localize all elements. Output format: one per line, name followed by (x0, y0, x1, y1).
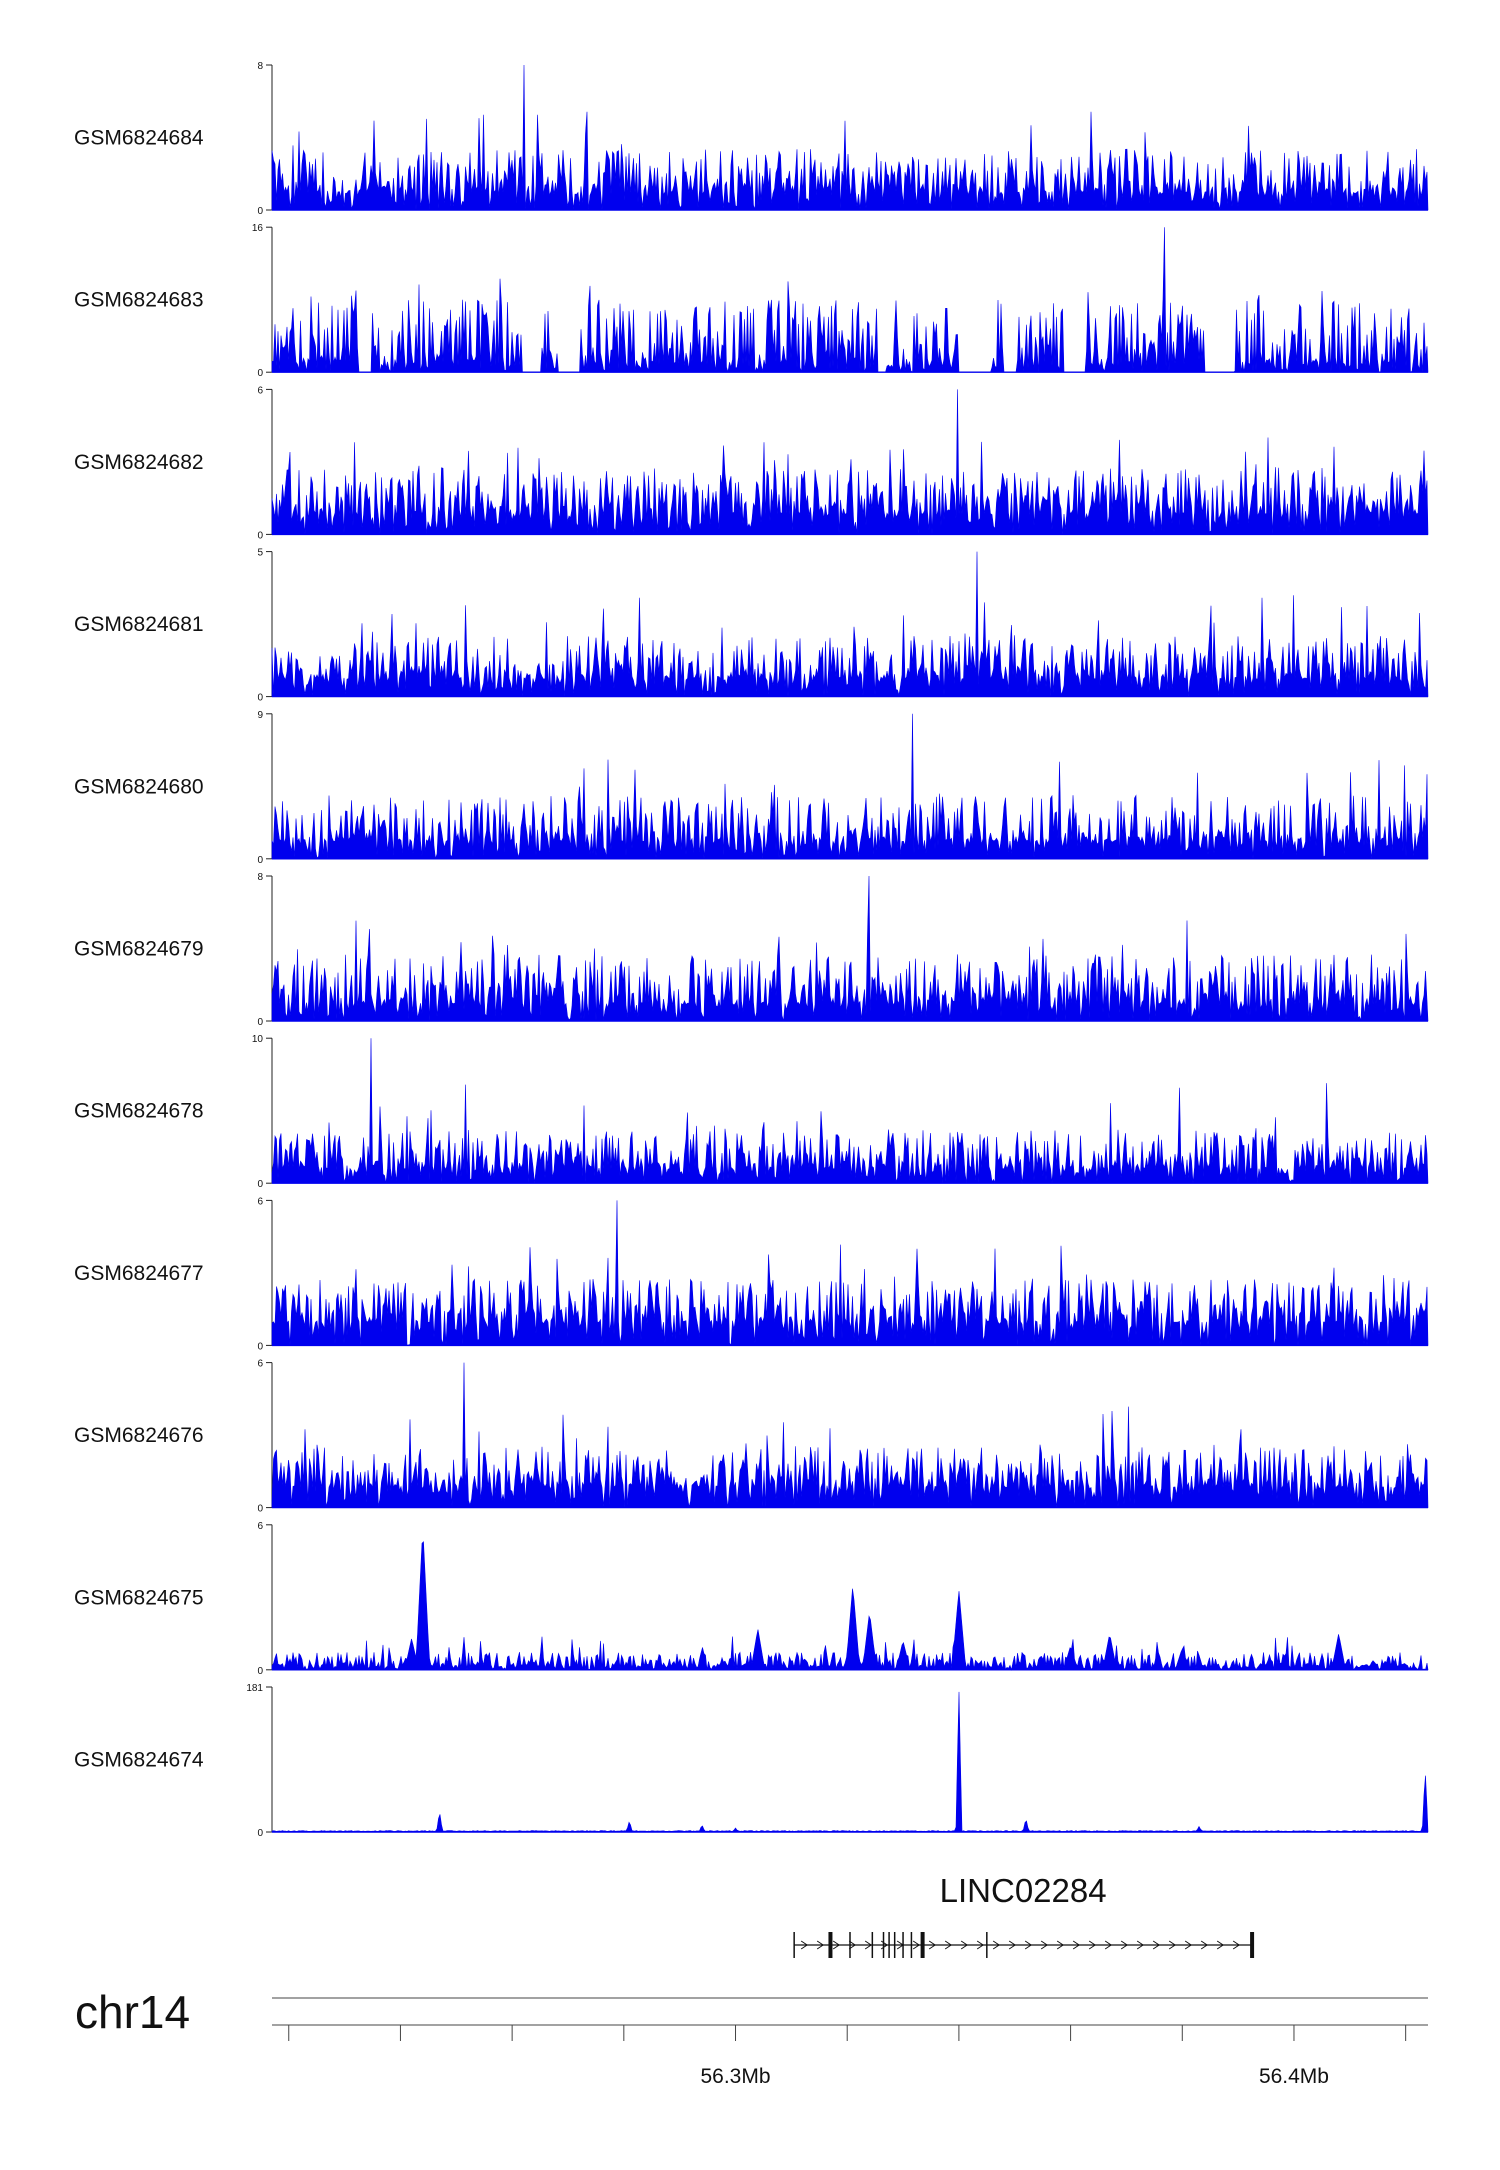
coverage-tracks: GSM682468480GSM6824683160GSM682468260GSM… (74, 61, 1429, 1839)
coverage-area-GSM6824679 (271, 875, 1429, 1022)
strand-arrow (1088, 1940, 1097, 1950)
track-GSM6824684: GSM6824684 8 0 (74, 61, 1429, 217)
track-GSM6824682: GSM6824682 6 0 (74, 385, 1429, 541)
track-GSM6824681: GSM6824681 5 0 (74, 548, 1429, 704)
track-label: GSM6824680 (74, 775, 204, 798)
axis-tick-label: 56.3Mb (700, 2065, 770, 2088)
coverage-area-GSM6824675 (271, 1541, 1429, 1671)
coverage-area-GSM6824676 (271, 1362, 1429, 1508)
y-tick-label-max: 9 (257, 710, 263, 721)
track-label: GSM6824675 (74, 1586, 204, 1609)
y-tick-label-max: 6 (257, 1196, 263, 1207)
strand-arrow (1008, 1940, 1017, 1950)
y-tick-label-max: 6 (257, 1359, 263, 1370)
y-tick-label-max: 181 (246, 1683, 263, 1694)
strand-arrow (1104, 1940, 1113, 1950)
strand-arrow (1120, 1940, 1129, 1950)
y-tick-label-min: 0 (257, 206, 263, 217)
y-tick-label-max: 8 (257, 61, 263, 72)
y-tick-label-min: 0 (257, 368, 263, 379)
strand-arrow (1056, 1940, 1065, 1950)
coverage-area-GSM6824678 (271, 1038, 1429, 1184)
strand-arrow (816, 1940, 825, 1950)
y-tick-label-max: 8 (257, 872, 263, 883)
coverage-area-GSM6824677 (271, 1200, 1429, 1347)
strand-arrow (992, 1940, 1001, 1950)
strand-arrow (976, 1940, 985, 1950)
track-GSM6824674: GSM6824674 181 0 (74, 1683, 1429, 1839)
track-label: GSM6824681 (74, 613, 204, 636)
strand-arrow (848, 1940, 857, 1950)
y-tick-label-min: 0 (257, 693, 263, 704)
strand-arrow (928, 1940, 937, 1950)
track-GSM6824679: GSM6824679 8 0 (74, 872, 1429, 1028)
gene-name-label: LINC02284 (940, 1872, 1107, 1909)
coverage-area-GSM6824674 (271, 1691, 1429, 1833)
y-tick-label-max: 16 (252, 223, 264, 234)
strand-arrow (944, 1940, 953, 1950)
y-tick-label-max: 6 (257, 1521, 263, 1532)
coverage-area-GSM6824680 (271, 713, 1429, 860)
axis-tick-label: 56.4Mb (1259, 2065, 1329, 2088)
strand-arrow (864, 1940, 873, 1950)
y-tick-label-min: 0 (257, 530, 263, 541)
strand-arrow (1024, 1940, 1033, 1950)
coverage-area-GSM6824683 (271, 227, 1429, 373)
track-label: GSM6824679 (74, 938, 204, 961)
strand-arrow (1136, 1940, 1145, 1950)
coverage-area-GSM6824681 (271, 551, 1429, 697)
genomic-axis: chr14 56.3Mb 56.4Mb (75, 1986, 1428, 2088)
strand-arrow (1216, 1940, 1225, 1950)
y-tick-label-min: 0 (257, 1179, 263, 1190)
chromosome-label: chr14 (75, 1986, 190, 2038)
strand-arrow (1184, 1940, 1193, 1950)
coverage-area-GSM6824684 (271, 64, 1429, 211)
y-tick-label-min: 0 (257, 1666, 263, 1677)
y-tick-label-max: 6 (257, 385, 263, 396)
track-GSM6824678: GSM6824678 10 0 (74, 1034, 1429, 1190)
coverage-area-GSM6824682 (271, 389, 1429, 535)
strand-arrow (1168, 1940, 1177, 1950)
y-tick-label-min: 0 (257, 1828, 263, 1839)
strand-arrow (1152, 1940, 1161, 1950)
track-GSM6824677: GSM6824677 6 0 (74, 1196, 1429, 1352)
y-tick-label-max: 10 (252, 1034, 264, 1045)
strand-arrow (1200, 1940, 1209, 1950)
y-tick-label-min: 0 (257, 1017, 263, 1028)
track-label: GSM6824684 (74, 127, 204, 150)
track-label: GSM6824678 (74, 1100, 204, 1123)
strand-arrow (912, 1940, 921, 1950)
strand-arrow (800, 1940, 809, 1950)
track-GSM6824680: GSM6824680 9 0 (74, 710, 1429, 866)
strand-arrow (1072, 1940, 1081, 1950)
track-label: GSM6824682 (74, 451, 204, 474)
y-tick-label-min: 0 (257, 855, 263, 866)
strand-arrow (960, 1940, 969, 1950)
track-label: GSM6824683 (74, 289, 204, 312)
y-tick-label-max: 5 (257, 548, 263, 559)
y-tick-label-min: 0 (257, 1341, 263, 1352)
track-GSM6824675: GSM6824675 6 0 (74, 1521, 1429, 1677)
gene-annotation-track: LINC02284 (793, 1872, 1255, 1958)
track-label: GSM6824676 (74, 1424, 204, 1447)
strand-arrow (1040, 1940, 1049, 1950)
track-GSM6824676: GSM6824676 6 0 (74, 1359, 1429, 1515)
y-tick-label-min: 0 (257, 1504, 263, 1515)
track-label: GSM6824674 (74, 1749, 204, 1772)
track-GSM6824683: GSM6824683 16 0 (74, 223, 1429, 379)
track-label: GSM6824677 (74, 1262, 204, 1285)
strand-arrow (832, 1940, 841, 1950)
strand-arrow (1232, 1940, 1241, 1950)
